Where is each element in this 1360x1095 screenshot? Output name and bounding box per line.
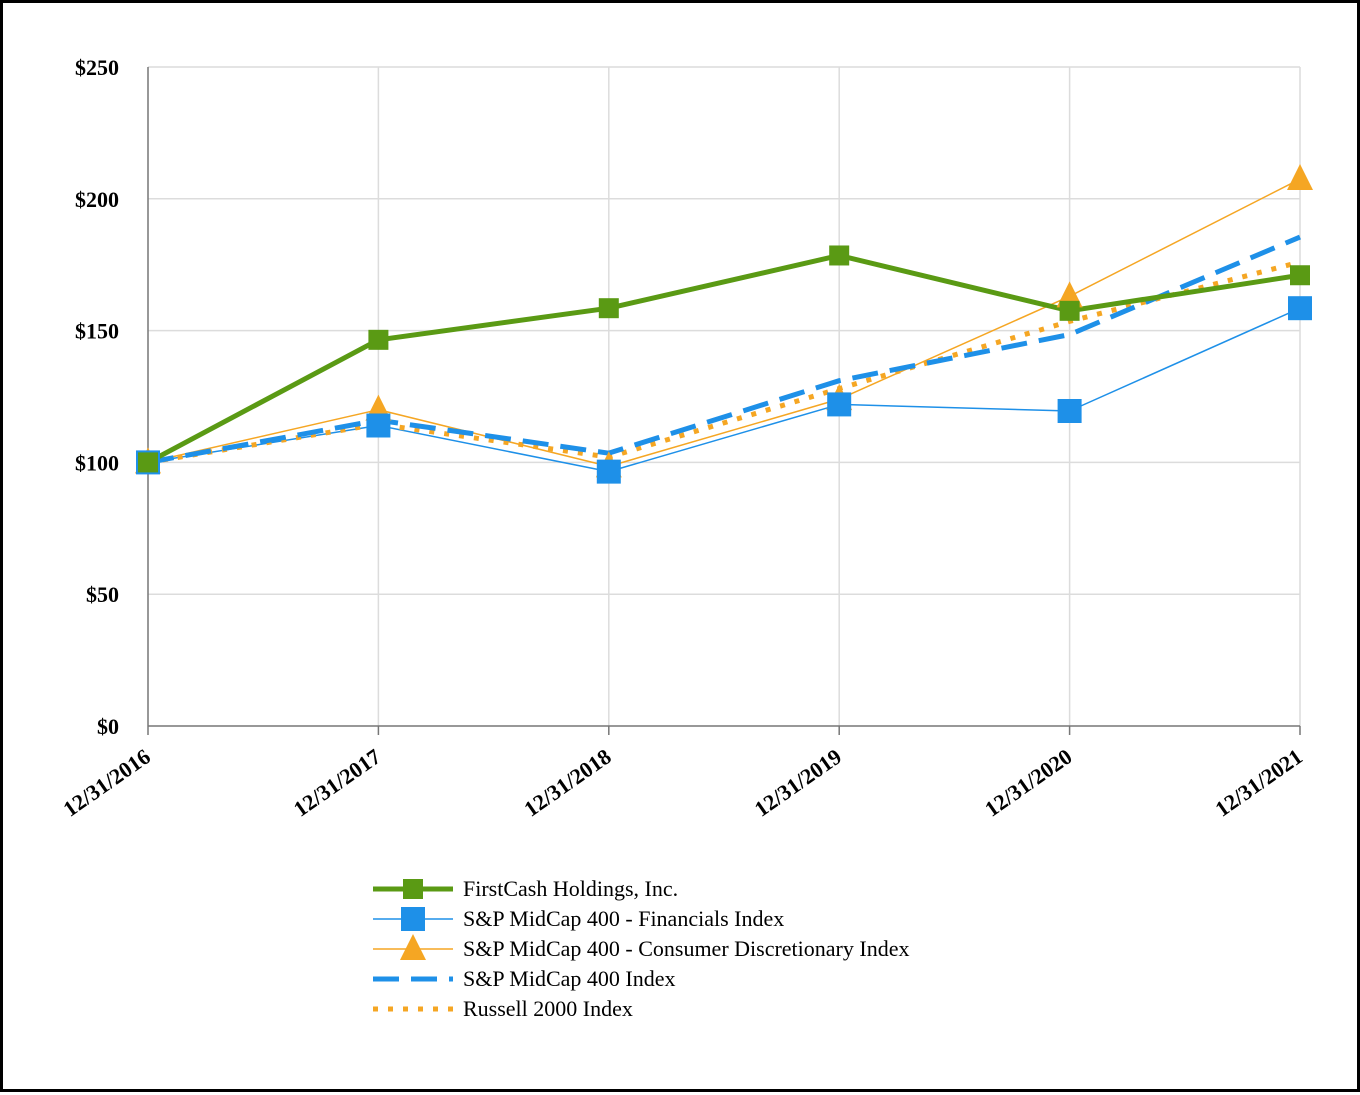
x-tick-label: 12/31/2020 [980, 744, 1076, 822]
series-2 [147, 178, 1301, 468]
data-point-marker [1059, 300, 1080, 321]
series-line [147, 234, 1301, 465]
legend-label: Russell 2000 Index [463, 996, 633, 1021]
legend-item: S&P MidCap 400 Index [373, 966, 675, 991]
legend-label: S&P MidCap 400 - Consumer Discretionary … [463, 936, 909, 961]
y-tick-label: $50 [86, 582, 119, 607]
series-layer [135, 164, 1313, 484]
data-point-marker [1290, 265, 1310, 286]
series-3 [147, 234, 1301, 465]
y-tick-label: $200 [75, 187, 119, 212]
series-4 [147, 259, 1301, 465]
legend-item: FirstCash Holdings, Inc. [373, 876, 678, 901]
legend-swatch-marker [401, 907, 425, 931]
data-point-marker [829, 245, 850, 266]
line-chart: $0 $50 $100 $150 $200 $250 12/31/2016 12/31/201… [58, 55, 1313, 1021]
data-point-marker [1057, 398, 1082, 423]
grid-layer [148, 66, 1301, 726]
data-point-marker [138, 452, 158, 473]
legend-swatch-marker [400, 934, 426, 960]
legend: FirstCash Holdings, Inc. S&P MidCap 400 -… [373, 876, 909, 1021]
y-tick-label: $100 [75, 450, 119, 475]
data-point-marker [1287, 164, 1313, 191]
series-line [147, 307, 1301, 473]
series-0 [146, 252, 1301, 465]
x-tick-label: 12/31/2016 [58, 744, 154, 822]
y-tick-label: $250 [75, 55, 119, 80]
legend-item: S&P MidCap 400 - Consumer Discretionary … [373, 934, 909, 961]
data-point-marker [827, 392, 852, 417]
data-point-marker [598, 298, 619, 319]
series-1 [147, 307, 1301, 473]
x-tick-label: 12/31/2019 [750, 744, 846, 822]
legend-label: S&P MidCap 400 - Financials Index [463, 906, 784, 931]
legend-label: S&P MidCap 400 Index [463, 966, 675, 991]
x-tick-label: 12/31/2021 [1210, 744, 1306, 822]
legend-item: Russell 2000 Index [373, 996, 633, 1021]
series-markers-0 [138, 245, 1310, 473]
data-point-marker [368, 329, 389, 350]
series-line [147, 178, 1301, 468]
data-point-marker [366, 413, 391, 438]
legend-swatch-marker [403, 879, 423, 899]
x-tick-label: 12/31/2018 [519, 744, 615, 822]
data-point-marker [596, 459, 621, 484]
series-line [147, 259, 1301, 465]
axis-layer: $0 $50 $100 $150 $200 $250 12/31/2016 12/31/201… [58, 55, 1306, 822]
y-tick-label: $0 [97, 714, 119, 739]
legend-item: S&P MidCap 400 - Financials Index [373, 906, 784, 931]
y-tick-label: $150 [75, 319, 119, 344]
data-point-marker [1288, 296, 1312, 321]
legend-label: FirstCash Holdings, Inc. [463, 876, 678, 901]
series-line [146, 252, 1301, 465]
x-tick-label: 12/31/2017 [289, 744, 385, 822]
series-markers-1 [136, 296, 1312, 484]
